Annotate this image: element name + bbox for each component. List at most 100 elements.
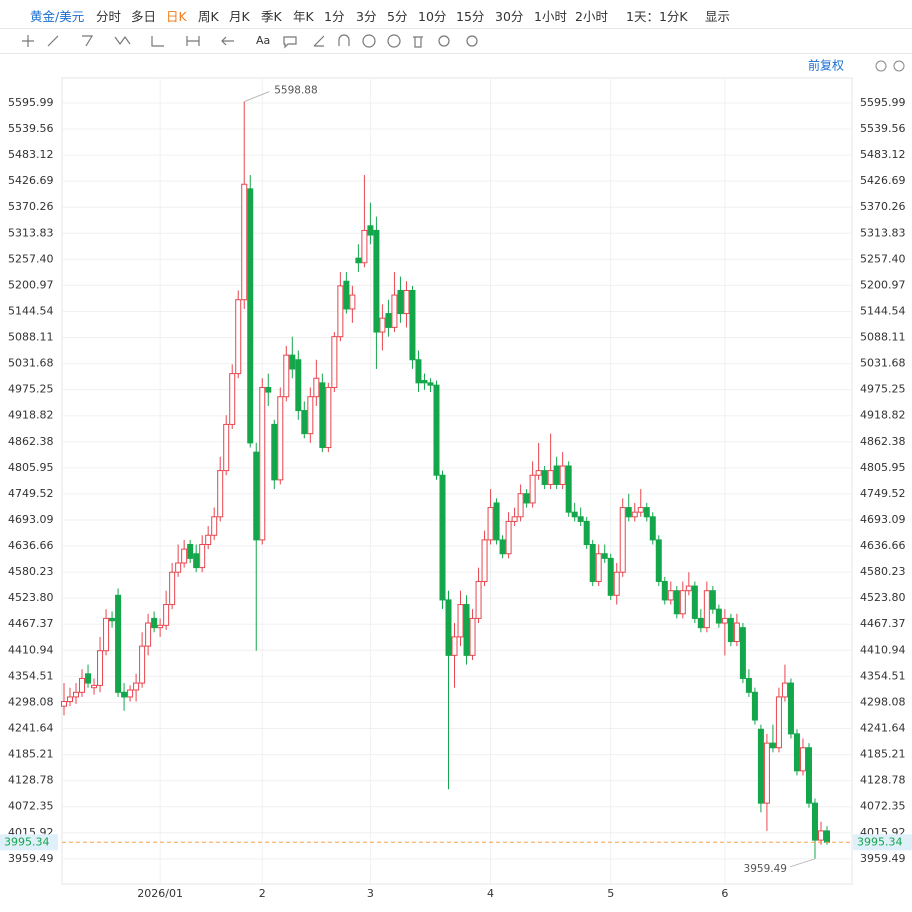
lock-tool[interactable] — [362, 34, 376, 48]
toolbar-item[interactable]: 日K — [166, 9, 187, 24]
low-pointer — [789, 858, 816, 868]
x-tick-label: 2 — [259, 887, 266, 900]
y-tick-label: 5426.69 — [8, 174, 54, 187]
toolbar-item[interactable]: 年K — [293, 9, 314, 24]
candle-body — [601, 553, 608, 559]
candle-body — [763, 742, 770, 804]
y-tick-label: 5370.26 — [860, 200, 906, 213]
settings-tool[interactable] — [466, 35, 478, 47]
zoom-in[interactable] — [893, 60, 905, 72]
y-tick-label: 4636.66 — [8, 539, 54, 552]
candle-body — [721, 617, 728, 624]
toolbar-item[interactable]: 分时 — [96, 9, 122, 24]
chart: 前复权 5595.99 5595.99 5539.56 5539.56 5483.12 5… — [0, 58, 912, 900]
text-tool[interactable]: Aa — [256, 34, 270, 47]
toolbar-item[interactable]: 季K — [261, 9, 282, 24]
y-tick-label: 4693.09 — [860, 513, 906, 526]
candle-body — [403, 289, 410, 315]
delete-tool[interactable] — [413, 36, 423, 48]
y-tick-label: 4072.35 — [8, 800, 54, 813]
candle-body — [385, 313, 392, 328]
toolbar-item[interactable]: 3分 — [356, 9, 377, 24]
toolbar-item[interactable]: 1天：1分K — [626, 9, 688, 24]
candle-body — [607, 557, 614, 596]
magnet-tool[interactable] — [338, 34, 350, 46]
range-tool[interactable] — [186, 36, 200, 46]
y-tick-label: 5144.54 — [860, 304, 906, 317]
toolbar-item[interactable]: 1分 — [324, 9, 345, 24]
candle-body — [415, 359, 422, 384]
y-tick-label: 4862.38 — [860, 435, 906, 448]
compare-tool[interactable] — [438, 35, 450, 47]
candle-body — [589, 544, 596, 582]
candle-body — [427, 382, 434, 386]
y-tick-label: 4410.94 — [8, 643, 54, 656]
move-tool[interactable] — [22, 35, 34, 47]
y-tick-label: 4128.78 — [8, 774, 54, 787]
candle-body — [703, 590, 710, 629]
candle-body — [445, 599, 452, 656]
toolbar-item[interactable]: 多日 — [131, 9, 157, 24]
y-tick-label: 4636.66 — [860, 539, 906, 552]
candle-body — [175, 562, 182, 573]
toolbar-item[interactable]: 15分 — [456, 9, 485, 24]
toolbar-item[interactable]: 周K — [198, 9, 219, 24]
candle-body — [661, 580, 668, 601]
y-tick-label: 4241.64 — [8, 722, 54, 735]
y-tick-label: 5595.99 — [860, 96, 906, 109]
candle-body — [361, 229, 368, 264]
candle-body — [355, 257, 362, 264]
candle-body — [157, 624, 164, 629]
toolbar-item[interactable]: 月K — [229, 9, 250, 24]
angle-tool[interactable] — [313, 35, 325, 47]
candle-body — [715, 608, 722, 624]
hide-tool[interactable] — [387, 34, 401, 48]
y-tick-label: 4523.80 — [860, 591, 906, 604]
toolbar-item[interactable]: 1小时 — [534, 9, 567, 24]
candle-body — [655, 539, 662, 582]
candle-body — [517, 493, 524, 518]
toolbar-item[interactable]: 10分 — [418, 9, 447, 24]
y-tick-label: 4975.25 — [8, 383, 54, 396]
last-price-label: 3995.34 — [4, 835, 50, 848]
candle-body — [325, 386, 332, 449]
candle-body — [439, 474, 446, 601]
measure-tool[interactable] — [151, 36, 164, 47]
candle-body — [727, 617, 734, 643]
candle-body — [757, 728, 764, 804]
candle-body — [187, 544, 194, 559]
y-tick-label: 4805.95 — [8, 461, 54, 474]
fib-tool[interactable] — [82, 35, 94, 47]
candle-body — [61, 701, 67, 707]
candle-body — [217, 470, 224, 518]
candle-body — [373, 229, 380, 333]
y-tick-label: 4128.78 — [860, 774, 906, 787]
candle-body — [745, 677, 752, 693]
y-tick-label: 4354.51 — [8, 669, 54, 682]
candle-body — [319, 382, 326, 449]
note-tool[interactable] — [283, 36, 297, 49]
toolbar-item[interactable]: 2小时 — [575, 9, 608, 24]
high-pointer — [244, 91, 270, 103]
line-tool[interactable] — [47, 35, 59, 47]
wave-tool[interactable] — [114, 35, 131, 46]
toolbar-item[interactable]: 30分 — [495, 9, 524, 24]
y-tick-label: 5257.40 — [860, 252, 906, 265]
zoom-out[interactable] — [875, 60, 887, 72]
candle-body — [817, 830, 824, 841]
toolbar-item[interactable]: 5分 — [387, 9, 408, 24]
toolbar: 黄金/美元 分时 多日 日K 周K 月K 季K 年K 1分 3分 5分 10分 15分 30分 1小时 2小时… — [0, 0, 912, 29]
adjust-button[interactable]: 前复权 — [808, 58, 844, 73]
y-tick-label: 5539.56 — [860, 122, 906, 135]
toolbar-item[interactable]: 黄金/美元 — [30, 9, 85, 24]
toolbar-item[interactable]: 显示 — [705, 9, 731, 24]
candle-body — [631, 511, 638, 518]
y-tick-label: 5200.97 — [860, 278, 906, 291]
candle-body — [115, 594, 122, 693]
arrow-tool[interactable] — [221, 36, 234, 46]
candle-body — [733, 622, 740, 643]
y-tick-label: 4749.52 — [8, 487, 54, 500]
candle-body — [691, 585, 698, 619]
y-tick-label: 4693.09 — [8, 513, 54, 526]
candle-body — [781, 682, 788, 698]
